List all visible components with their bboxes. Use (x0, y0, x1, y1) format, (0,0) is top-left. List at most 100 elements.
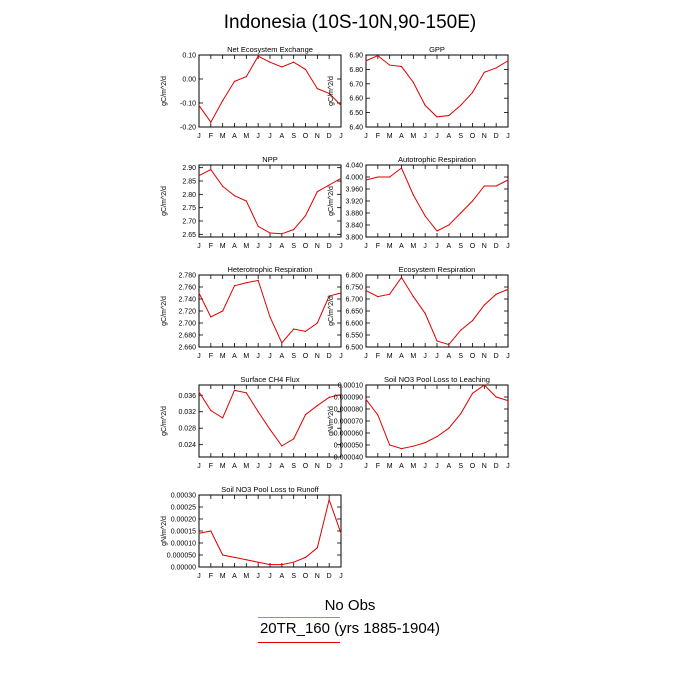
panel-title: GPP (429, 45, 445, 54)
y-tick-label: 0.00000 (171, 565, 196, 572)
y-tick-label: 6.60 (349, 96, 363, 103)
data-point (222, 417, 224, 419)
y-tick-label: 0.00010 (171, 541, 196, 548)
x-tick-label: J (364, 463, 368, 470)
data-point (471, 200, 474, 202)
x-tick-label: F (376, 463, 380, 470)
series-line (198, 389, 342, 447)
y-tick-label: 0.000060 (334, 431, 363, 438)
data-point (377, 176, 379, 178)
panel-frame (365, 274, 509, 348)
x-tick-label: J (364, 243, 368, 250)
data-point (389, 293, 391, 295)
x-tick-label: F (376, 243, 380, 250)
data-point (198, 292, 200, 294)
y-tick-label: 2.740 (178, 297, 196, 304)
y-tick-label: 6.750 (345, 285, 363, 292)
x-tick-label: M (220, 243, 226, 250)
panel-4: Heterotrophic Respiration gC/m^2/d 2.780 2.… (161, 265, 343, 360)
y-tick-label: 4.000 (345, 175, 363, 182)
x-tick-label: J (268, 463, 272, 470)
data-point (281, 342, 283, 344)
data-point (495, 396, 497, 398)
x-tick-label: A (446, 353, 451, 360)
data-point (257, 279, 259, 281)
data-point (365, 179, 367, 181)
y-tick-label: 2.85 (182, 179, 196, 186)
x-tick-label: N (482, 243, 487, 250)
data-point (507, 179, 509, 181)
data-point (471, 320, 474, 322)
panel-frame (198, 384, 342, 458)
y-axis-label: gC/m^2/d (328, 76, 335, 106)
x-tick-label: D (327, 463, 332, 470)
y-tick-label: 6.70 (349, 81, 363, 88)
data-point (377, 296, 379, 298)
x-tick-label: J (197, 463, 201, 470)
y-tick-label: 0.00 (182, 77, 196, 84)
data-point (222, 310, 224, 312)
x-tick-label: J (423, 353, 427, 360)
x-tick-label: J (339, 133, 343, 140)
y-tick-label: 3.960 (345, 187, 363, 194)
data-point (245, 282, 247, 284)
x-tick-label: S (291, 133, 296, 140)
x-tick-label: D (327, 573, 332, 580)
x-tick-label: A (446, 463, 451, 470)
panel-6: Surface CH4 Flux gC/m^2/d 0.036 0.032 0.028 0… (161, 375, 343, 470)
panel-title: NPP (262, 155, 277, 164)
data-point (495, 67, 497, 69)
data-point (316, 404, 318, 407)
data-point (269, 564, 271, 566)
data-point (365, 290, 367, 292)
data-point (340, 292, 342, 294)
x-tick-label: M (387, 463, 393, 470)
data-point (316, 547, 318, 549)
y-tick-label: 6.90 (349, 53, 363, 60)
x-tick-label: A (279, 463, 284, 470)
x-tick-label: J (256, 133, 260, 140)
y-tick-label: 6.500 (345, 345, 363, 352)
y-tick-label: 3.800 (345, 235, 363, 242)
y-tick-label: 0.036 (178, 393, 196, 400)
panel-8: Soil NO3 Pool Loss to RunoffgN/m^2/d0.00… (161, 485, 343, 580)
data-point (412, 445, 414, 447)
data-point (233, 556, 236, 559)
y-tick-label: 0.00025 (171, 505, 196, 512)
x-tick-label: M (243, 463, 249, 470)
x-tick-label: A (279, 133, 284, 140)
y-tick-label: 6.50 (349, 110, 363, 117)
panel-title: Ecosystem Respiration (399, 265, 476, 274)
x-tick-label: D (327, 243, 332, 250)
data-point (460, 212, 462, 214)
x-tick-label: J (364, 353, 368, 360)
data-point (495, 293, 497, 295)
data-point (281, 445, 283, 447)
data-point (293, 438, 295, 440)
y-tick-label: 6.650 (345, 309, 363, 316)
data-point (400, 65, 403, 68)
data-point (483, 304, 485, 306)
x-tick-label: S (291, 243, 296, 250)
data-point (304, 68, 307, 70)
y-axis-label: gN/m^2/d (161, 516, 168, 546)
data-point (389, 64, 391, 66)
x-tick-label: N (315, 463, 320, 470)
y-tick-label: 2.80 (182, 192, 196, 199)
panel-title: Autotrophic Respiration (398, 155, 476, 164)
x-tick-label: M (387, 133, 393, 140)
data-point (281, 66, 283, 68)
data-point (304, 556, 307, 559)
data-point (293, 228, 295, 231)
data-point (460, 104, 462, 106)
panel-frame (198, 494, 342, 568)
series-line (365, 276, 509, 346)
data-point (507, 60, 509, 62)
data-point (340, 393, 342, 396)
data-point (233, 80, 236, 82)
x-tick-label: F (209, 353, 213, 360)
x-tick-label: F (376, 133, 380, 140)
data-point (328, 92, 330, 94)
panel-frame (198, 164, 342, 238)
data-point (365, 60, 367, 62)
